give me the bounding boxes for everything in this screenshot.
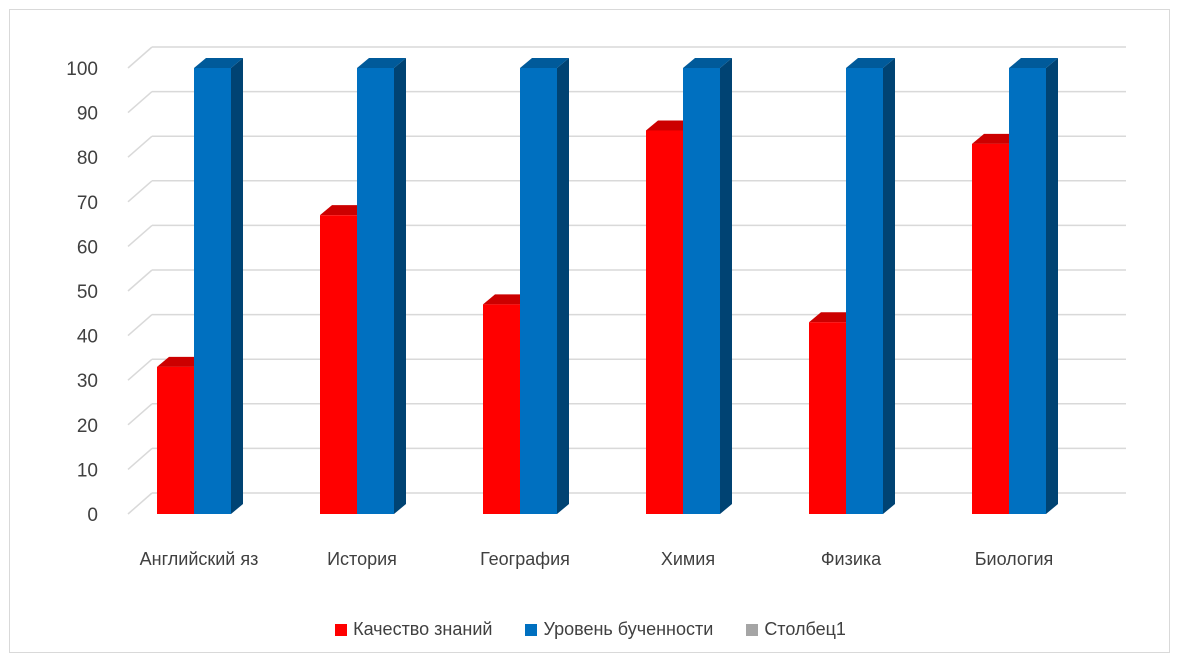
gridline-diag-0 — [127, 492, 153, 515]
y-tick-label-9: 90 — [77, 104, 98, 125]
bar-top-1-2 — [520, 58, 569, 68]
bar-side-1-1 — [394, 58, 406, 514]
gridline-diag-2 — [127, 403, 153, 426]
legend-item-0: Качество знаний — [335, 619, 492, 640]
bar-side-1-4 — [883, 58, 895, 514]
bar-top-1-4 — [846, 58, 895, 68]
bar-0-2 — [483, 304, 520, 514]
x-category-label-4: Физика — [821, 549, 882, 569]
legend-swatch-1 — [525, 623, 538, 636]
y-tick-label-7: 70 — [77, 193, 98, 214]
y-tick-label-4: 40 — [77, 327, 98, 348]
y-tick-label-1: 10 — [77, 460, 98, 481]
y-tick-label-6: 60 — [77, 237, 98, 258]
gridline-diag-3 — [127, 358, 153, 381]
gridline-diag-6 — [127, 224, 153, 247]
x-category-label-2: География — [480, 549, 570, 569]
gridline-diag-8 — [127, 135, 153, 158]
x-category-label-3: Химия — [661, 549, 715, 569]
legend-swatch-0 — [335, 623, 348, 636]
gridlines — [127, 46, 1126, 515]
bar-1-3 — [683, 68, 720, 514]
bar-1-5 — [1009, 68, 1046, 514]
bar-top-1-3 — [683, 58, 732, 68]
legend-item-1: Уровень бученности — [525, 619, 713, 640]
bar-top-0-3 — [646, 120, 695, 131]
gridline-diag-1 — [127, 447, 153, 470]
bar-0-0 — [157, 366, 194, 514]
bar-1-2 — [520, 68, 557, 514]
gridline-diag-4 — [127, 314, 153, 337]
bar-side-1-5 — [1046, 58, 1058, 514]
y-tick-label-8: 80 — [77, 148, 98, 169]
bar-side-1-2 — [557, 58, 569, 514]
bar-1-0 — [194, 68, 231, 514]
bar-side-1-0 — [231, 58, 243, 514]
bar-1-4 — [846, 68, 883, 514]
x-axis-categories: Английский яз История География Химия Физика… — [140, 549, 1054, 569]
bar-top-1-0 — [194, 58, 243, 68]
bar-1-1 — [357, 68, 394, 514]
legend-label-2: Столбец1 — [764, 619, 846, 639]
y-tick-label-5: 50 — [77, 282, 98, 303]
x-category-label-1: История — [327, 549, 397, 569]
bar-side-1-3 — [720, 58, 732, 514]
gridline-diag-7 — [127, 180, 153, 203]
gridline-diag-5 — [127, 269, 153, 292]
y-axis-ticks: 0 10 20 30 40 50 60 70 80 90 100 — [66, 59, 98, 526]
bar-top-0-2 — [483, 294, 532, 305]
bar-0-3 — [646, 130, 683, 514]
bar-0-5 — [972, 143, 1009, 514]
x-category-label-0: Английский яз — [140, 549, 259, 569]
legend-item-2: Столбец1 — [746, 619, 846, 640]
gridline-diag-10 — [127, 46, 153, 69]
y-tick-label-2: 20 — [77, 416, 98, 437]
y-tick-label-10: 100 — [66, 59, 98, 80]
x-category-label-5: Биология — [975, 549, 1054, 569]
legend-swatch-2 — [746, 623, 759, 636]
bar-top-0-0 — [157, 356, 206, 367]
bar-top-1-1 — [357, 58, 406, 68]
gridline-diag-9 — [127, 91, 153, 114]
bars — [157, 58, 1058, 514]
bar-0-4 — [809, 322, 846, 514]
bar-top-0-4 — [809, 312, 858, 323]
legend-label-0: Качество знаний — [353, 619, 493, 639]
bar-top-0-1 — [320, 205, 369, 216]
legend-label-1: Уровень бученности — [543, 619, 714, 639]
bar-top-0-5 — [972, 133, 1021, 144]
bar-top-1-5 — [1009, 58, 1058, 68]
bar-0-1 — [320, 215, 357, 514]
y-tick-label-3: 30 — [77, 371, 98, 392]
y-tick-label-0: 0 — [87, 505, 98, 526]
legend: Качество знаний Уровень бученности Столб… — [0, 619, 1181, 641]
